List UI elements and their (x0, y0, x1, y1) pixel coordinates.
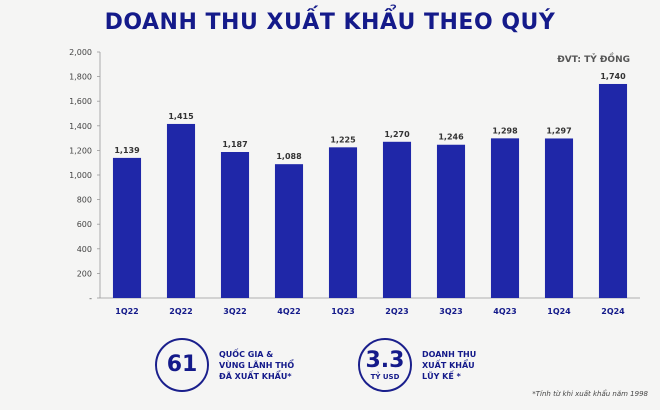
x-tick-label: 3Q22 (223, 307, 247, 316)
bar (436, 144, 466, 298)
bar (274, 164, 304, 298)
bar-chart: - 200 400 600 800 1,000 1,200 1,400 1,600 1,800 2,… (69, 48, 640, 316)
bar (544, 138, 574, 298)
bar (490, 138, 520, 298)
stat-revenue-text: DOANH THU XUẤT KHẨU LŨY KẾ * (422, 349, 477, 381)
data-label: 1,740 (600, 72, 626, 81)
data-label: 1,298 (492, 126, 518, 135)
y-tick-label: 1,600 (69, 97, 92, 106)
bar (112, 157, 142, 298)
x-tick-label: 3Q23 (439, 307, 463, 316)
x-tick-label: 4Q22 (277, 307, 301, 316)
data-label: 1,139 (114, 146, 140, 155)
stat-revenue-value: 3.3 (365, 347, 405, 373)
y-tick-label: 1,000 (69, 171, 92, 180)
stat-countries-badge: 61 (155, 338, 209, 392)
data-label: 1,297 (546, 126, 571, 135)
x-tick-label: 4Q23 (493, 307, 517, 316)
y-tick-label: 400 (77, 245, 92, 254)
data-label: 1,187 (222, 140, 247, 149)
chart-title: DOANH THU XUẤT KHẨU THEO QUÝ (104, 10, 556, 35)
stat-revenue-badge: 3.3 TỶ USD (358, 338, 412, 392)
x-tick-label: 2Q23 (385, 307, 409, 316)
x-tick-label: 2Q24 (601, 307, 625, 316)
y-tick-label: 200 (77, 269, 92, 278)
bar (328, 147, 358, 298)
bar (166, 123, 196, 298)
x-tick-label: 1Q24 (547, 307, 571, 316)
unit-label: ĐVT: TỶ ĐỒNG (557, 55, 630, 65)
data-label: 1,246 (438, 133, 464, 142)
x-tick-label: 2Q22 (169, 307, 193, 316)
footnote: *Tính từ khi xuất khẩu năm 1998 (532, 390, 648, 398)
y-tick-label: 600 (77, 220, 92, 229)
y-tick-label: 800 (77, 196, 92, 205)
stat-countries: 61 QUỐC GIA & VÙNG LÃNH THỔ ĐÃ XUẤT KHẨU… (155, 338, 309, 392)
bar (382, 141, 412, 298)
x-tick-label: 1Q23 (331, 307, 355, 316)
y-tick-label: 1,800 (69, 73, 92, 82)
stat-revenue: 3.3 TỶ USD DOANH THU XUẤT KHẨU LŨY KẾ * (358, 338, 512, 392)
bar (220, 151, 250, 298)
bar (598, 83, 628, 298)
data-label: 1,225 (330, 135, 356, 144)
y-tick-label: - (89, 294, 92, 303)
y-tick-label: 2,000 (69, 48, 92, 57)
stat-countries-text: QUỐC GIA & VÙNG LÃNH THỔ ĐÃ XUẤT KHẨU* (219, 349, 295, 381)
x-tick-label: 1Q22 (115, 307, 139, 316)
data-label: 1,270 (384, 130, 410, 139)
data-label: 1,415 (168, 112, 194, 121)
data-label: 1,088 (276, 152, 302, 161)
stat-countries-value: 61 (166, 352, 198, 377)
y-tick-label: 1,200 (69, 146, 92, 155)
y-tick-label: 1,400 (69, 122, 92, 131)
stat-revenue-unit: TỶ USD (370, 372, 400, 381)
